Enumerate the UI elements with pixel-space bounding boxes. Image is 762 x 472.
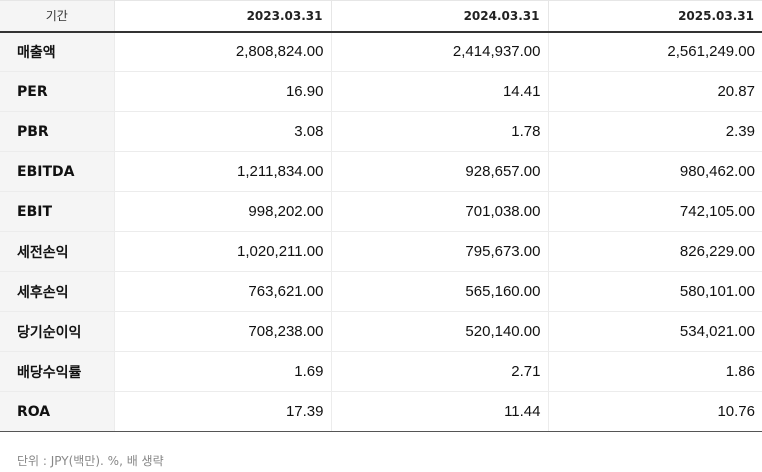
table-row: 매출액 2,808,824.00 2,414,937.00 2,561,249.… xyxy=(0,31,762,72)
cell-value: 1.78 xyxy=(331,111,549,152)
cell-value: 1.86 xyxy=(548,351,762,392)
row-label: EBITDA xyxy=(0,151,115,192)
period-header-2025: 2025.03.31 xyxy=(548,0,762,33)
row-label: EBIT xyxy=(0,191,115,232)
cell-value: 795,673.00 xyxy=(331,231,549,272)
cell-value: 520,140.00 xyxy=(331,311,549,352)
row-label: 세후손익 xyxy=(0,271,115,312)
row-label: 당기순이익 xyxy=(0,311,115,352)
unit-footnote: 단위 : JPY(백만). %, 배 생략 xyxy=(17,454,164,468)
cell-value: 980,462.00 xyxy=(548,151,762,192)
cell-value: 2.39 xyxy=(548,111,762,152)
table-row: EBIT 998,202.00 701,038.00 742,105.00 xyxy=(0,191,762,232)
table-row: PBR 3.08 1.78 2.39 xyxy=(0,111,762,152)
table-row: EBITDA 1,211,834.00 928,657.00 980,462.0… xyxy=(0,151,762,192)
cell-value: 11.44 xyxy=(331,391,549,432)
cell-value: 3.08 xyxy=(114,111,332,152)
cell-value: 763,621.00 xyxy=(114,271,332,312)
period-header-2024: 2024.03.31 xyxy=(331,0,549,33)
row-label: PBR xyxy=(0,111,115,152)
cell-value: 1,211,834.00 xyxy=(114,151,332,192)
period-header-label: 기간 xyxy=(0,0,115,33)
cell-value: 16.90 xyxy=(114,71,332,112)
cell-value: 2.71 xyxy=(331,351,549,392)
financial-table: 기간 2023.03.31 2024.03.31 2025.03.31 매출액 … xyxy=(0,0,762,432)
cell-value: 14.41 xyxy=(331,71,549,112)
cell-value: 1,020,211.00 xyxy=(114,231,332,272)
cell-value: 2,808,824.00 xyxy=(114,31,332,72)
table-header: 기간 2023.03.31 2024.03.31 2025.03.31 xyxy=(0,0,762,33)
cell-value: 17.39 xyxy=(114,391,332,432)
cell-value: 565,160.00 xyxy=(331,271,549,312)
cell-value: 1.69 xyxy=(114,351,332,392)
cell-value: 701,038.00 xyxy=(331,191,549,232)
table-row: 세후손익 763,621.00 565,160.00 580,101.00 xyxy=(0,271,762,312)
cell-value: 20.87 xyxy=(548,71,762,112)
cell-value: 2,414,937.00 xyxy=(331,31,549,72)
row-label: PER xyxy=(0,71,115,112)
row-label: 세전손익 xyxy=(0,231,115,272)
header-row: 기간 2023.03.31 2024.03.31 2025.03.31 xyxy=(0,0,762,33)
cell-value: 2,561,249.00 xyxy=(548,31,762,72)
cell-value: 742,105.00 xyxy=(548,191,762,232)
cell-value: 534,021.00 xyxy=(548,311,762,352)
table-body: 매출액 2,808,824.00 2,414,937.00 2,561,249.… xyxy=(0,31,762,432)
row-label: 매출액 xyxy=(0,31,115,72)
table-row: 세전손익 1,020,211.00 795,673.00 826,229.00 xyxy=(0,231,762,272)
table-row: ROA 17.39 11.44 10.76 xyxy=(0,391,762,432)
cell-value: 10.76 xyxy=(548,391,762,432)
cell-value: 928,657.00 xyxy=(331,151,549,192)
table-row: 배당수익률 1.69 2.71 1.86 xyxy=(0,351,762,392)
cell-value: 580,101.00 xyxy=(548,271,762,312)
row-label: ROA xyxy=(0,391,115,432)
cell-value: 708,238.00 xyxy=(114,311,332,352)
cell-value: 826,229.00 xyxy=(548,231,762,272)
table-row: 당기순이익 708,238.00 520,140.00 534,021.00 xyxy=(0,311,762,352)
period-header-2023: 2023.03.31 xyxy=(114,0,332,33)
table-row: PER 16.90 14.41 20.87 xyxy=(0,71,762,112)
row-label: 배당수익률 xyxy=(0,351,115,392)
cell-value: 998,202.00 xyxy=(114,191,332,232)
